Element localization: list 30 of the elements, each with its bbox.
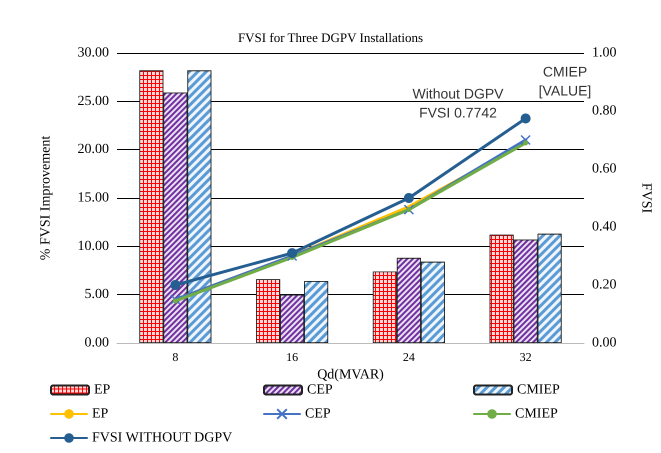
x-tick-label: 32 xyxy=(520,350,532,364)
x-tick-label: 8 xyxy=(172,350,178,364)
y2-axis-title: FVSI xyxy=(638,182,654,214)
legend-label: CMIEP xyxy=(517,382,560,398)
annotation: Without DGPV FVSI 0.7742 xyxy=(412,86,504,120)
y-tick-label: 15.00 xyxy=(78,190,109,206)
y-tick-label: 30.00 xyxy=(78,46,109,60)
chart-title: FVSI for Three DGPV Installations xyxy=(238,30,424,45)
y-tick-label: 20.00 xyxy=(78,142,109,158)
y-tick-label: 10.00 xyxy=(78,238,109,254)
legend-label: CEP xyxy=(305,406,331,422)
x-axis-title: Qd(MVAR) xyxy=(317,367,384,382)
legend-label: CMIEP xyxy=(515,406,558,422)
y2-tick-label: 0.40 xyxy=(592,220,616,234)
y2-tick-label: 0.00 xyxy=(592,336,616,350)
y2-tick-label: 1.00 xyxy=(592,46,616,60)
legend-label: EP xyxy=(92,406,109,422)
x-tick-label: 16 xyxy=(286,350,298,364)
y-tick-label: 25.00 xyxy=(78,94,109,109)
x-tick-label: 24 xyxy=(402,350,415,364)
y2-tick-label: 0.80 xyxy=(592,104,616,118)
annotation: CMIEP [VALUE] xyxy=(538,64,592,98)
legend-label: EP xyxy=(94,382,111,398)
y2-tick-label: 0.60 xyxy=(592,162,616,176)
y-tick-label: 5.00 xyxy=(84,287,109,302)
y-tick-label: 0.00 xyxy=(84,336,109,350)
legend-label: CEP xyxy=(307,382,333,398)
legend-label: FVSI WITHOUT DGPV xyxy=(92,430,232,446)
y-axis-title: % FVSI Improvement xyxy=(38,136,54,260)
y2-tick-label: 0.20 xyxy=(592,278,616,292)
